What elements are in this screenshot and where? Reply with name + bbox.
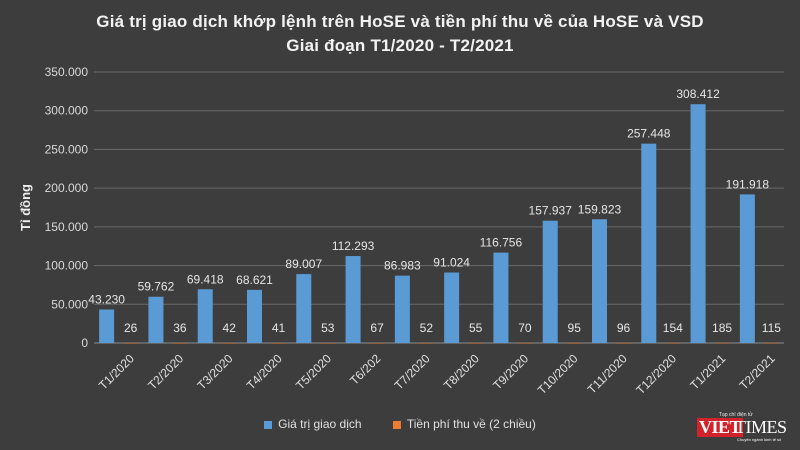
bar-series-2 [714,342,730,344]
bar-series-1 [739,194,755,343]
data-label-series-1: 59.762 [138,280,175,294]
bar-series-1 [345,256,361,343]
bar-series-1 [394,275,410,343]
bar-series-2 [221,342,237,344]
bar-series-1 [641,143,657,343]
data-label-series-2: 67 [370,321,384,335]
x-tick-label: T3/2020 [195,351,236,392]
x-tick-label: T5/2020 [293,351,334,392]
x-tick-label: T9/2020 [490,351,531,392]
x-tick-label: T2/2021 [737,351,778,392]
data-label-series-2: 185 [712,321,732,335]
x-tick-label: T10/2020 [535,351,581,397]
legend-label-series-2: Tiền phí thu về (2 chiều) [406,417,536,431]
chart-title-line2: Giai đoạn T1/2020 - T2/2021 [286,36,514,55]
legend-item-series-2: Tiền phí thu về (2 chiều) [392,417,536,431]
y-tick-label: 250.000 [45,142,89,156]
data-label-series-1: 157.937 [529,204,573,218]
viettimes-logo: Tạp chí điện tử VIET TIMES Chuyên ngành … [697,412,792,442]
x-tick-label: T4/2020 [244,351,285,392]
data-label-series-1: 112.293 [332,239,375,253]
x-tick-label: T7/2020 [392,351,433,392]
bar-series-1 [493,252,509,343]
x-tick-label: T1/2020 [96,351,137,392]
logo-times-text: TIMES [735,417,787,437]
bar-series-2 [616,342,631,344]
bar-series-2 [172,342,188,344]
data-label-series-1: 86.983 [384,259,421,273]
legend-item-series-1: Giá trị giao dịch [264,417,362,431]
data-label-series-2: 53 [321,321,335,335]
legend-swatch-series-2 [392,420,401,429]
data-label-series-2: 41 [272,321,286,335]
data-label-series-2: 52 [420,321,434,335]
x-tick-label: T12/2020 [633,351,679,397]
logo-tagline-top: Tạp chí điện tử [719,412,753,418]
bar-series-1 [296,274,312,343]
y-tick-label: 100.000 [45,259,89,273]
data-label-series-2: 36 [173,321,187,335]
legend-label-series-1: Giá trị giao dịch [278,417,362,431]
y-tick-label: 200.000 [45,181,89,195]
data-label-series-1: 308.412 [676,87,720,101]
chart-title: Giá trị giao dịch khớp lệnh trên HoSE và… [0,10,800,58]
data-label-series-1: 89.007 [285,257,322,271]
y-axis-title: Tỉ đồng [18,184,33,231]
y-tick-label: 50.000 [51,297,88,311]
bar-series-2 [763,342,779,344]
data-label-series-1: 191.918 [726,177,770,191]
bar-series-2 [517,342,533,344]
bar-series-1 [542,220,558,343]
x-tick-label: T8/2020 [441,351,482,392]
bar-series-1 [99,309,115,343]
data-label-series-1: 116.756 [480,236,523,250]
y-tick-label: 0 [81,336,88,350]
bar-series-1 [592,219,607,343]
data-label-series-1: 159.823 [578,202,622,216]
x-tick-label: T2/2020 [145,351,186,392]
logo-viet-text: VIET [697,417,744,437]
chart-title-line1: Giá trị giao dịch khớp lệnh trên HoSE và… [96,12,704,31]
logo-tagline-bottom: Chuyên ngành kinh tế số [737,437,782,442]
bar-series-1 [444,272,460,343]
bar-series-2 [418,342,434,344]
data-label-series-2: 70 [518,321,532,335]
bar-series-2 [271,342,286,344]
data-label-series-1: 257.448 [627,127,671,141]
bar-series-2 [468,342,484,344]
bar-series-1 [197,289,213,343]
y-tick-label: 300.000 [45,104,89,118]
x-tick-label: T11/2020 [585,351,630,396]
legend: Giá trị giao dịch Tiền phí thu về (2 chi… [0,417,800,431]
bar-series-2 [320,342,336,344]
data-label-series-2: 42 [223,321,237,335]
data-label-series-1: 68.621 [236,273,273,287]
data-label-series-2: 95 [568,321,582,335]
y-tick-label: 150.000 [45,220,89,234]
bar-series-2 [369,342,385,344]
legend-swatch-series-1 [264,420,273,429]
bar-series-1 [148,296,164,343]
bar-series-2 [665,342,681,344]
bar-series-2 [123,342,139,344]
data-label-series-1: 43.230 [88,293,125,307]
bar-series-2 [566,342,582,344]
data-label-series-2: 96 [617,321,631,335]
x-tick-label: T6/202 [347,351,384,388]
data-label-series-1: 91.024 [433,256,470,270]
bar-series-1 [247,289,262,343]
data-label-series-2: 26 [124,321,138,335]
bar-series-1 [690,104,706,344]
y-tick-label: 350.000 [45,65,89,79]
data-label-series-2: 55 [469,321,483,335]
data-label-series-2: 154 [663,321,683,335]
data-label-series-2: 115 [762,321,781,335]
data-label-series-1: 69.418 [187,272,224,286]
x-tick-label: T1/2021 [687,351,728,392]
